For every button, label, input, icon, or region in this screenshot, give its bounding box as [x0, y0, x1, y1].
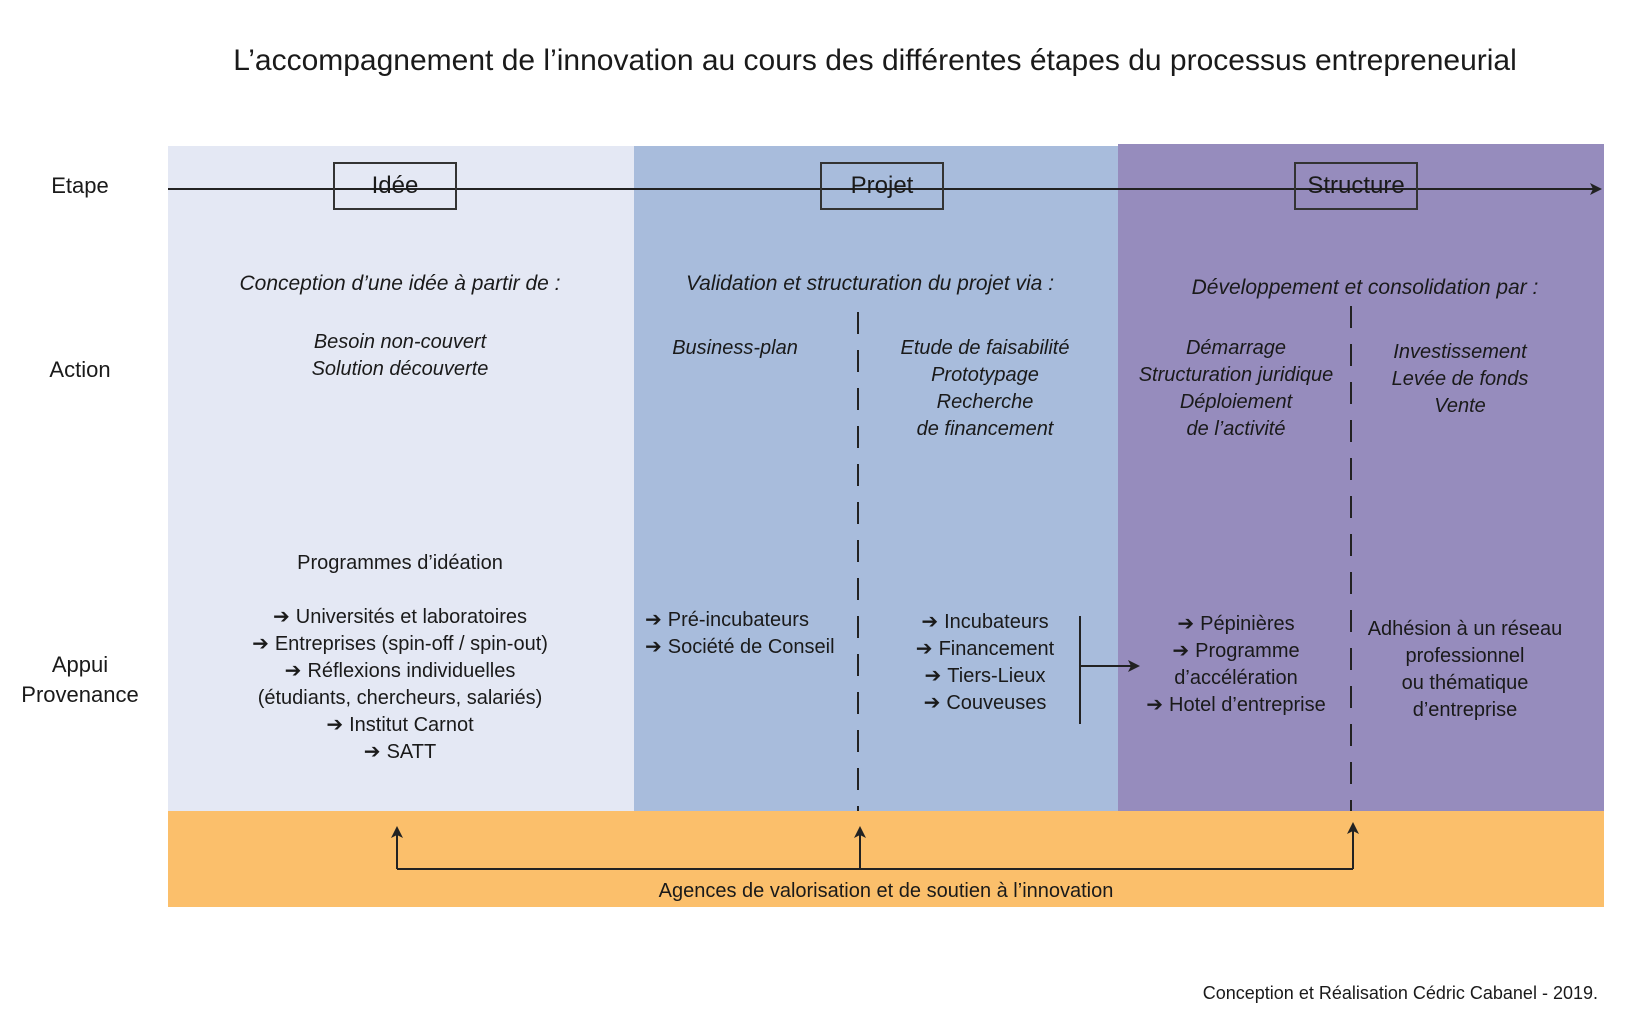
list-item: professionnel	[1405, 645, 1525, 667]
arrow-right-icon: ➔	[1172, 640, 1190, 662]
action-heading-projet: Validation et structuration du projet vi…	[685, 272, 1055, 295]
list-item: Solution découverte	[311, 358, 489, 380]
list-item: Recherche	[936, 391, 1034, 413]
stage-box-structure: Structure	[1294, 162, 1418, 210]
structure-band	[1118, 144, 1604, 811]
arrow-right-icon: ➔	[915, 638, 933, 660]
list-item: Investissement	[1393, 341, 1527, 363]
list-item: ➔ Tiers-Lieux	[880, 663, 1090, 690]
diagram-title: L’accompagnement de l’innovation au cour…	[233, 44, 1517, 77]
list-item: Adhésion à un réseau	[1367, 618, 1563, 640]
stage-box-projet: Projet	[820, 162, 944, 210]
list-item: Etude de faisabilité	[900, 337, 1070, 359]
appui-heading-idee: Programmes d’idéation	[297, 552, 503, 574]
arrow-right-icon: ➔	[1146, 694, 1163, 716]
list-item: d’accélération	[1174, 667, 1298, 689]
appui-items-structure-right: Adhésion à un réseau professionnel ou th…	[1360, 616, 1570, 724]
row-label-appui: Appui Provenance	[0, 650, 160, 710]
list-item: ➔ Financement	[880, 636, 1090, 663]
list-item: de financement	[916, 418, 1054, 440]
appui-items-idee: ➔ Universités et laboratoires ➔ Entreprise…	[210, 604, 590, 766]
list-item: ou thématique	[1401, 672, 1529, 694]
list-item: ➔ Universités et laboratoires	[210, 604, 590, 631]
arrow-right-icon: ➔	[923, 692, 941, 714]
list-item: Business-plan	[672, 337, 798, 359]
list-item: de l’activité	[1186, 418, 1286, 440]
arrow-right-icon: ➔	[1177, 613, 1195, 635]
stage-box-idee: Idée	[333, 162, 457, 210]
arrow-right-icon: ➔	[645, 609, 662, 631]
row-label-appui-line2: Provenance	[21, 682, 139, 707]
list-item: Prototypage	[931, 364, 1039, 386]
idee-band	[168, 146, 634, 811]
footer-credit: Conception et Réalisation Cédric Cabanel…	[1202, 983, 1598, 1003]
arrow-right-icon: ➔	[924, 665, 942, 687]
appui-items-projet-left: ➔ Pré-incubateurs ➔ Société de Conseil	[645, 607, 835, 661]
list-item: (étudiants, chercheurs, salariés)	[257, 687, 543, 709]
row-label-appui-line1: Appui	[51, 652, 109, 677]
arrow-right-icon: ➔	[284, 660, 302, 682]
action-items-projet-left: Business-plan	[650, 335, 820, 362]
list-item: ➔ Institut Carnot	[210, 712, 590, 739]
list-item: d’entreprise	[1412, 699, 1518, 721]
list-item: ➔ SATT	[210, 739, 590, 766]
list-item: ➔ Réflexions individuelles	[210, 658, 590, 685]
list-item: ➔ Programme	[1118, 638, 1354, 665]
agences-label: Agences de valorisation et de soutien à …	[658, 880, 1114, 902]
action-items-structure-left: Démarrage Structuration juridique Déploi…	[1118, 335, 1354, 443]
list-item: ➔ Hotel d’entreprise	[1118, 692, 1354, 719]
projet-band	[634, 146, 1118, 811]
list-item: Besoin non-couvert	[313, 331, 487, 353]
list-item: ➔ Société de Conseil	[645, 634, 835, 661]
list-item: Structuration juridique	[1138, 364, 1334, 386]
row-label-action: Action	[49, 357, 111, 382]
list-item: Vente	[1434, 395, 1486, 417]
list-item: ➔ Incubateurs	[880, 609, 1090, 636]
list-item: ➔ Pépinières	[1118, 611, 1354, 638]
list-item: ➔ Pré-incubateurs	[645, 607, 835, 634]
action-items-idee: Besoin non-couvert Solution découverte	[250, 329, 550, 383]
appui-items-projet-right: ➔ Incubateurs ➔ Financement ➔ Tiers-Lieux ➔…	[880, 609, 1090, 717]
action-heading-idee: Conception d’une idée à partir de :	[239, 272, 561, 295]
arrow-right-icon: ➔	[645, 636, 662, 658]
arrow-right-icon: ➔	[326, 714, 344, 736]
arrow-right-icon: ➔	[252, 633, 269, 655]
arrow-right-icon: ➔	[921, 611, 939, 633]
agences-band	[168, 811, 1604, 907]
row-label-etape: Etape	[51, 173, 109, 198]
action-items-projet-right: Etude de faisabilité Prototypage Recherc…	[870, 335, 1100, 443]
list-item: Déploiement	[1179, 391, 1293, 413]
action-heading-structure: Développement et consolidation par :	[1191, 276, 1539, 299]
list-item: ➔ Couveuses	[880, 690, 1090, 717]
arrow-right-icon: ➔	[363, 741, 381, 763]
list-item: ➔ Entreprises (spin-off / spin-out)	[210, 631, 590, 658]
list-item: Levée de fonds	[1391, 368, 1529, 390]
list-item: Démarrage	[1185, 337, 1287, 359]
action-items-structure-right: Investissement Levée de fonds Vente	[1360, 339, 1560, 420]
appui-items-structure-left: ➔ Pépinières ➔ Programme d’accélération ➔ H…	[1118, 611, 1354, 719]
arrow-right-icon: ➔	[273, 606, 290, 628]
